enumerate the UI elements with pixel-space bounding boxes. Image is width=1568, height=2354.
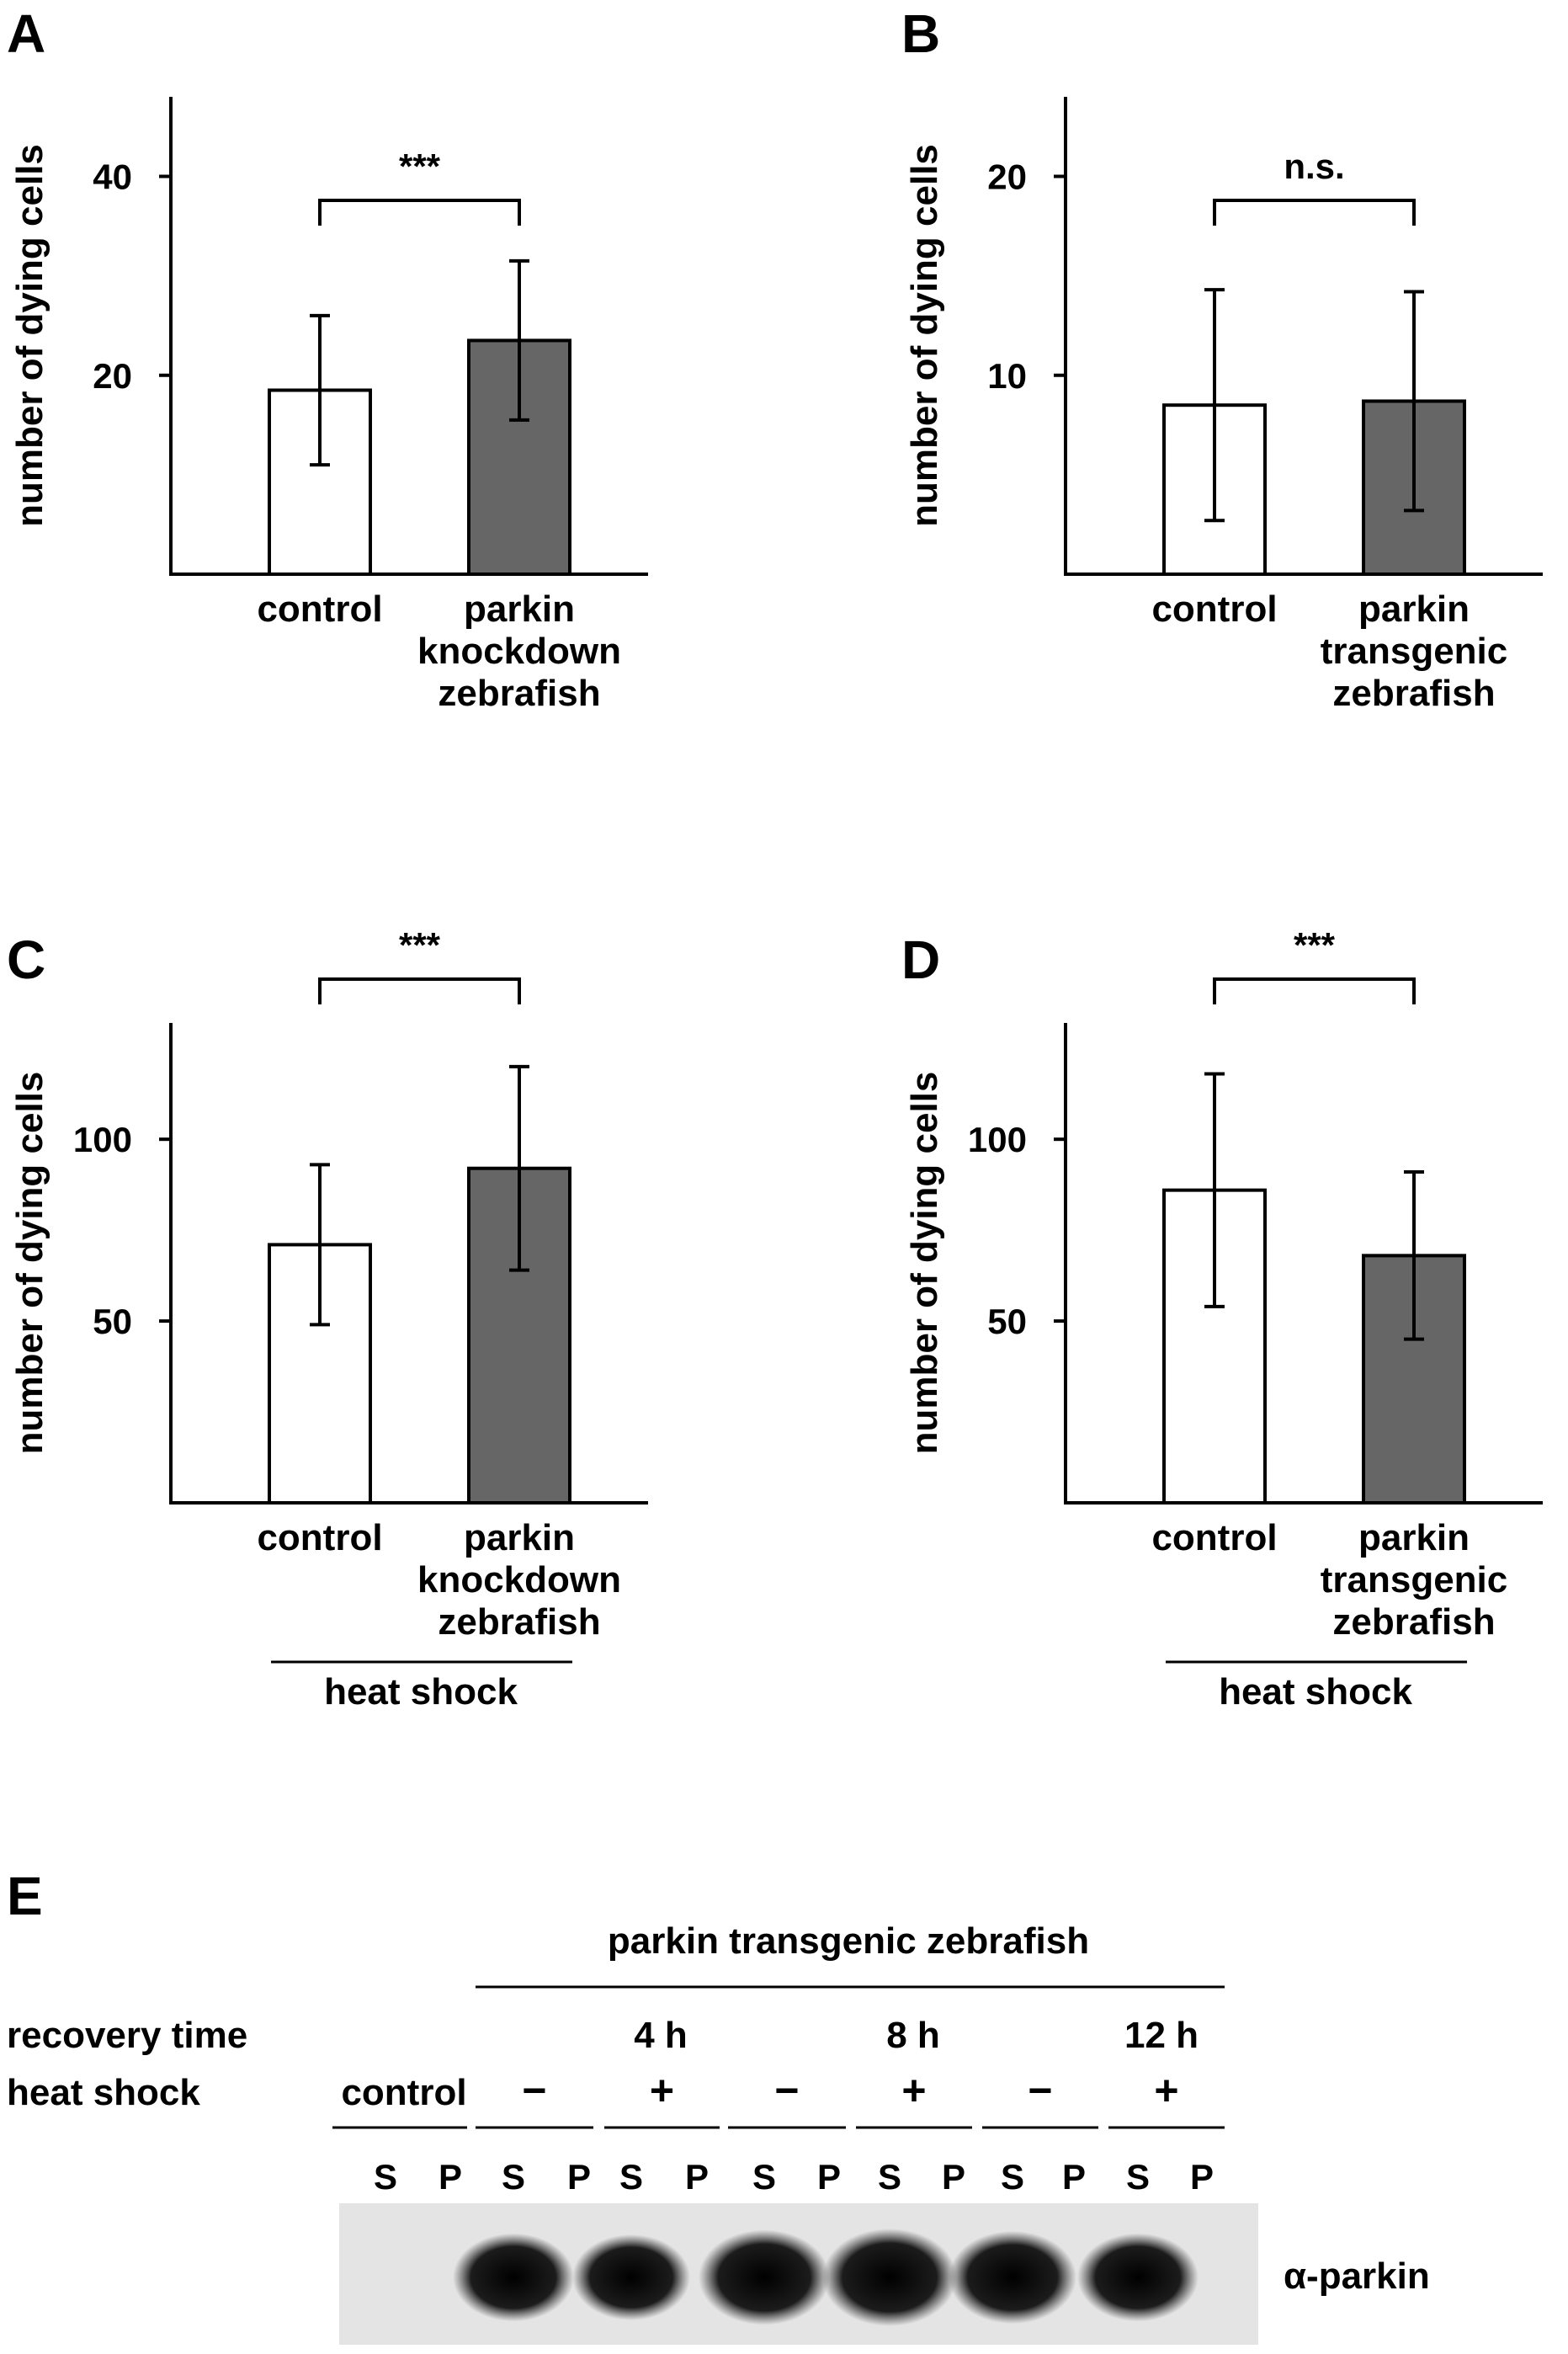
y-tick-label: 40 [93,157,132,197]
heat-shock-sign: + [901,2067,926,2114]
category-label: control [257,1517,382,1558]
panel-letter: C [7,929,45,990]
heat-shock-sign: − [1028,2067,1052,2114]
category-label: parkin [1358,1517,1470,1558]
lane-label: S [502,2157,525,2197]
significance-label: n.s. [1284,146,1344,186]
category-label: control [1151,588,1277,630]
control-label: control [341,2072,466,2113]
heat-shock-sign: + [1154,2067,1178,2114]
y-axis-label: number of dying cells [904,144,945,527]
lane-label: P [439,2157,462,2197]
category-label: zebrafish [438,673,600,714]
lane-label: P [567,2157,591,2197]
category-label: parkin [1358,588,1470,630]
y-axis-label: number of dying cells [9,1072,50,1455]
lane-label: S [1001,2157,1024,2197]
recovery-time-value: 12 h [1124,2015,1199,2056]
panel-letter: B [901,3,940,64]
lane-label: S [752,2157,776,2197]
significance-bracket [1213,977,1416,1004]
lane-label: S [374,2157,397,2197]
panel-letter: E [7,1866,43,1926]
lane-label: S [619,2157,643,2197]
significance-bracket [1213,199,1416,226]
y-tick-label: 20 [93,356,132,396]
blot-header: parkin transgenic zebrafish [608,1920,1089,1962]
category-label: knockdown [417,631,621,672]
significance-bracket [318,199,521,226]
panel-letter: A [7,3,45,64]
lane-label: P [1190,2157,1214,2197]
category-label: knockdown [417,1559,621,1600]
group-label: heat shock [324,1671,518,1712]
recovery-time-label: recovery time [7,2015,247,2056]
heat-shock-label: heat shock [7,2072,200,2113]
recovery-time-value: 4 h [634,2015,688,2056]
significance-label: *** [399,925,441,965]
blot-band [949,2230,1076,2325]
category-label: zebrafish [1332,673,1495,714]
heat-shock-sign: − [522,2067,546,2114]
group-label: heat shock [1219,1671,1412,1712]
y-axis-label: number of dying cells [904,1072,945,1455]
lane-label: P [942,2157,965,2197]
lane-label: P [1062,2157,1086,2197]
category-label: transgenic [1321,1559,1508,1600]
lane-label: P [685,2157,709,2197]
significance-label: *** [399,146,441,186]
category-label: control [1151,1517,1277,1558]
blot-band [699,2229,830,2325]
significance-bracket [318,977,521,1004]
category-label: zebrafish [438,1601,600,1643]
y-tick-label: 10 [987,356,1027,396]
y-tick-label: 50 [93,1302,132,1341]
category-label: parkin [464,1517,575,1558]
y-axis-label: number of dying cells [9,144,50,527]
blot-band [572,2234,690,2320]
lane-label: S [878,2157,901,2197]
antibody-label: α-parkin [1284,2255,1430,2297]
blot-band [1077,2233,1199,2322]
heat-shock-sign: + [650,2067,674,2114]
y-tick-label: 100 [73,1120,132,1159]
lane-label: P [817,2157,841,2197]
recovery-time-value: 8 h [886,2015,940,2056]
category-label: control [257,588,382,630]
y-tick-label: 20 [987,157,1027,197]
y-tick-label: 100 [968,1120,1027,1159]
panel-letter: D [901,929,940,990]
y-tick-label: 50 [987,1302,1027,1341]
blot-band [822,2229,957,2326]
significance-label: *** [1294,925,1336,965]
category-label: zebrafish [1332,1601,1495,1643]
heat-shock-sign: − [774,2067,799,2114]
lane-label: S [1126,2157,1150,2197]
blot-band [453,2233,574,2322]
category-label: transgenic [1321,631,1508,672]
category-label: parkin [464,588,575,630]
